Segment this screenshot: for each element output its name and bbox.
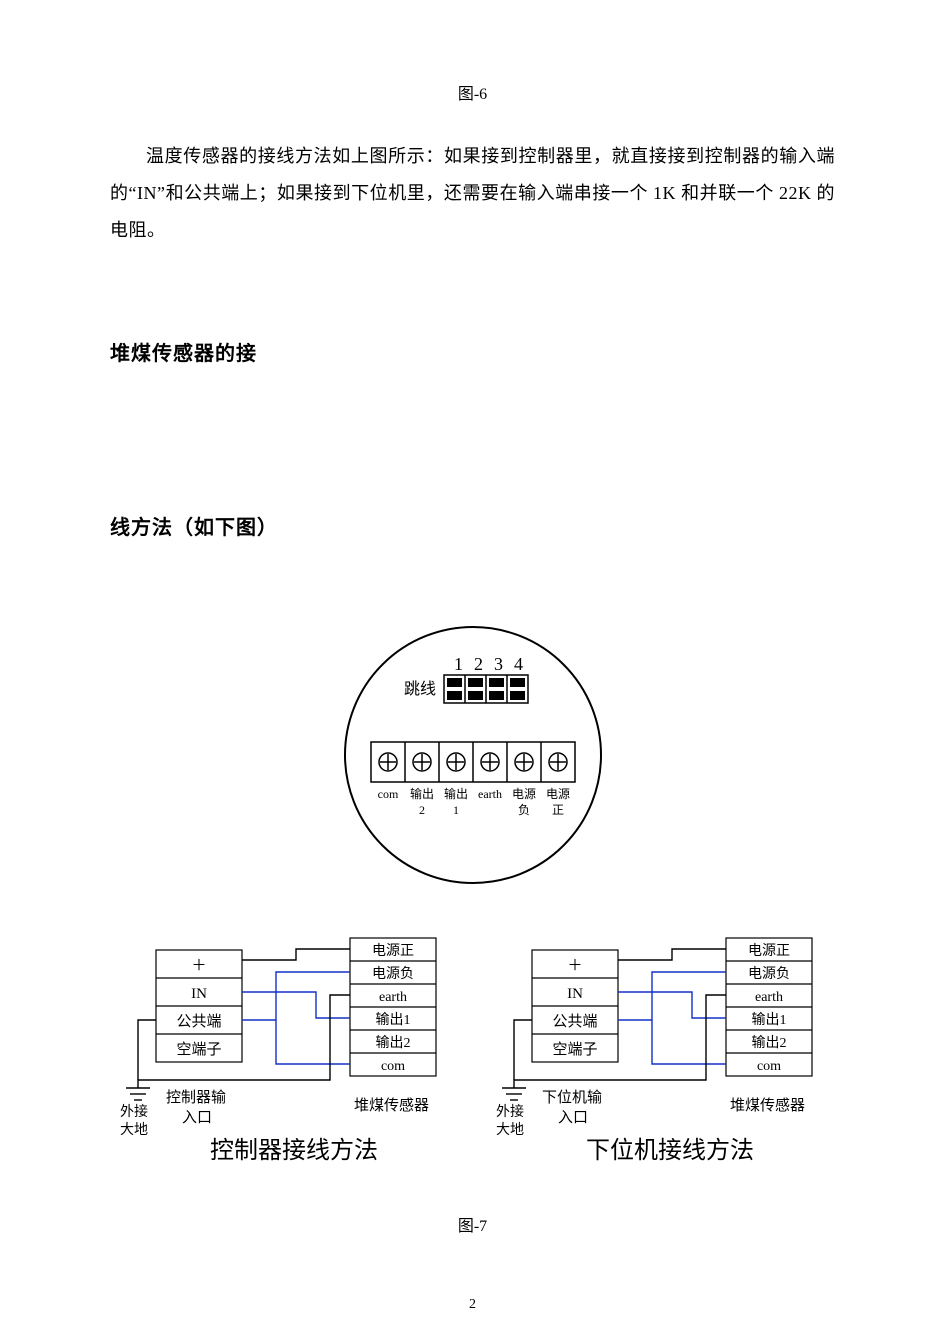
sens-row-com: com: [381, 1059, 405, 1074]
sens-row-pwr-pos: 电源正: [372, 943, 414, 959]
lower-computer-wiring-diagram: ＋ IN 公共端 空端子 电源正 电源负 earth 输出1 输出2 com: [492, 930, 852, 1200]
svg-text:输出2: 输出2: [752, 1035, 787, 1051]
jumper-num-4: 4: [514, 654, 523, 674]
jumper-num-1: 1: [454, 654, 463, 674]
svg-text:earth: earth: [478, 787, 502, 801]
ground-symbol-ctrl: [126, 1088, 150, 1100]
svg-text:负: 负: [517, 803, 529, 817]
ground-label-1-low: 外接: [496, 1103, 524, 1120]
lower-wiring-title: 下位机接线方法: [586, 1137, 754, 1164]
terminal-labels-row2: 2 1 负 正: [419, 803, 564, 817]
sensor-circle-diagram: 1 2 3 4 跳线: [332, 620, 614, 890]
figure-caption-bottom: 图-7: [110, 1212, 835, 1236]
svg-text:earth: earth: [755, 990, 783, 1005]
ctrl-input-label-2: 入口: [182, 1110, 212, 1126]
low-row-common: 公共端: [552, 1013, 597, 1030]
low-row-plus: ＋: [567, 958, 582, 974]
jumper-pins: [447, 675, 525, 703]
low-input-label-2: 入口: [558, 1110, 588, 1126]
svg-text:输出: 输出: [443, 786, 467, 801]
ground-symbol-low: [502, 1088, 526, 1100]
svg-text:电源正: 电源正: [748, 943, 790, 959]
ctrl-wires: [138, 949, 350, 1088]
section-heading-1: 堆煤传感器的接: [110, 337, 835, 366]
figure-caption-top: 图-6: [110, 80, 835, 104]
svg-text:电源: 电源: [545, 787, 569, 801]
ctrl-sensor-label: 堆煤传感器: [354, 1097, 429, 1114]
body-paragraph: 温度传感器的接线方法如上图所示：如果接到控制器里，就直接接到控制器的输入端的“I…: [110, 138, 835, 249]
low-input-label-1: 下位机输: [542, 1089, 602, 1106]
svg-text:电源: 电源: [511, 787, 535, 801]
sens-row-pwr-neg: 电源负: [372, 966, 414, 982]
low-row-empty: 空端子: [552, 1041, 597, 1058]
jumper-num-3: 3: [494, 654, 503, 674]
terminal-screws: [379, 742, 567, 782]
controller-wiring-diagram: ＋ IN 公共端 空端子 电源正 电源负 earth 输出1 输出2 com: [116, 930, 476, 1200]
sensor-diagram-area: 1 2 3 4 跳线: [110, 620, 835, 920]
sens-row-out2: 输出2: [376, 1035, 411, 1051]
ground-label-2-ctrl: 大地: [120, 1122, 148, 1138]
svg-text:com: com: [757, 1059, 781, 1074]
ctrl-row-plus: ＋: [191, 958, 206, 974]
low-wires: [514, 949, 726, 1088]
ctrl-row-in: IN: [191, 986, 207, 1002]
ctrl-row-empty: 空端子: [176, 1041, 221, 1058]
low-row-in: IN: [567, 986, 583, 1002]
svg-text:输出1: 输出1: [752, 1012, 787, 1028]
svg-text:电源负: 电源负: [748, 966, 790, 982]
low-sensor-label: 堆煤传感器: [730, 1097, 805, 1114]
svg-text:输出: 输出: [409, 786, 433, 801]
ctrl-input-label-1: 控制器输: [166, 1089, 226, 1106]
document-page: 图-6 温度传感器的接线方法如上图所示：如果接到控制器里，就直接接到控制器的输入…: [0, 0, 945, 1337]
ground-label-2-low: 大地: [496, 1122, 524, 1138]
svg-text:2: 2: [419, 803, 425, 817]
controller-wiring-title: 控制器接线方法: [210, 1137, 378, 1164]
section-heading-2: 线方法（如下图）: [110, 511, 835, 540]
jumper-num-2: 2: [474, 654, 483, 674]
sens-row-out1: 输出1: [376, 1012, 411, 1028]
ground-label-1-ctrl: 外接: [120, 1103, 148, 1120]
svg-text:正: 正: [551, 803, 563, 817]
svg-text:1: 1: [453, 803, 459, 817]
ctrl-row-common: 公共端: [176, 1013, 221, 1030]
wiring-diagrams-pair: ＋ IN 公共端 空端子 电源正 电源负 earth 输出1 输出2 com: [110, 930, 835, 1210]
sens-row-earth: earth: [379, 990, 407, 1005]
jumper-label: 跳线: [404, 680, 436, 698]
terminal-labels-row1: com 输出 输出 earth 电源 电源: [377, 786, 569, 801]
page-number: 2: [0, 1297, 945, 1313]
svg-text:com: com: [377, 787, 398, 801]
